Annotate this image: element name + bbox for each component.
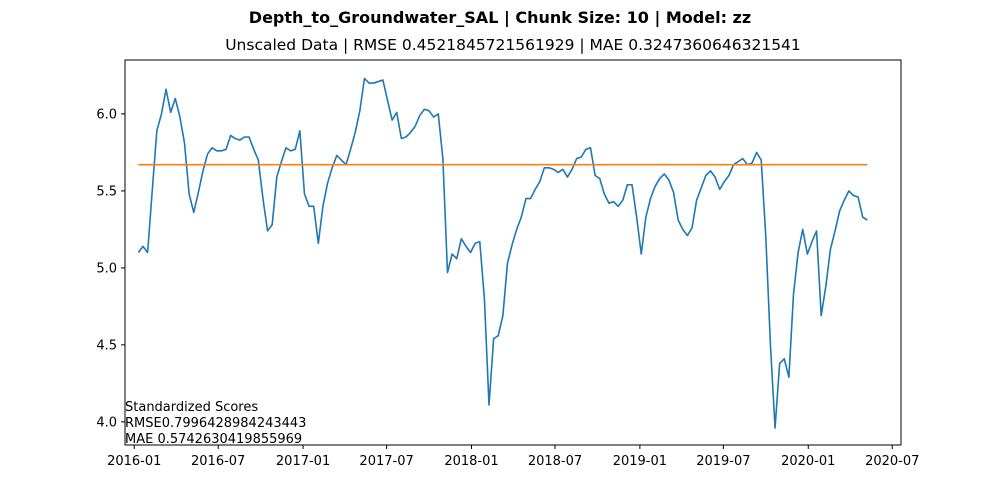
x-tick-label: 2019-01 [613,454,667,469]
y-tick-label: 6.0 [96,107,117,122]
plot-series [137,77,868,429]
y-axis: 4.0 4.5 5.0 5.5 6.0 [96,107,125,430]
x-tick-label: 2017-07 [359,454,413,469]
series-line-1 [137,77,868,429]
y-tick-label: 4.0 [96,415,117,430]
annotation-mae: MAE 0.5742630419855969 [125,432,303,447]
y-tick-label: 5.5 [96,184,117,199]
annotation-rmse: RMSE0.7996428984243443 [125,416,307,431]
x-tick-label: 2018-07 [528,454,582,469]
x-tick-label: 2020-01 [781,454,835,469]
x-tick-label: 2017-01 [276,454,330,469]
x-axis: 2016-01 2016-07 2017-01 2017-07 2018-01 2018-… [107,445,919,469]
figure-suptitle: Depth_to_Groundwater_SAL | Chunk Size: 1… [248,8,752,27]
y-tick-label: 4.5 [96,338,117,353]
x-tick-label: 2016-07 [191,454,245,469]
x-tick-label: 2018-01 [444,454,498,469]
plot-frame [124,59,902,446]
standardized-scores-annotation: Standardized Scores RMSE0.79964289842434… [125,400,306,448]
chart-subtitle: Unscaled Data | RMSE 0.4521845721561929 … [225,36,801,54]
annotation-heading: Standardized Scores [125,400,259,415]
x-tick-label: 2019-07 [696,454,750,469]
y-tick-label: 5.0 [96,261,117,276]
x-tick-label: 2020-07 [865,454,919,469]
x-tick-label: 2016-01 [107,454,161,469]
